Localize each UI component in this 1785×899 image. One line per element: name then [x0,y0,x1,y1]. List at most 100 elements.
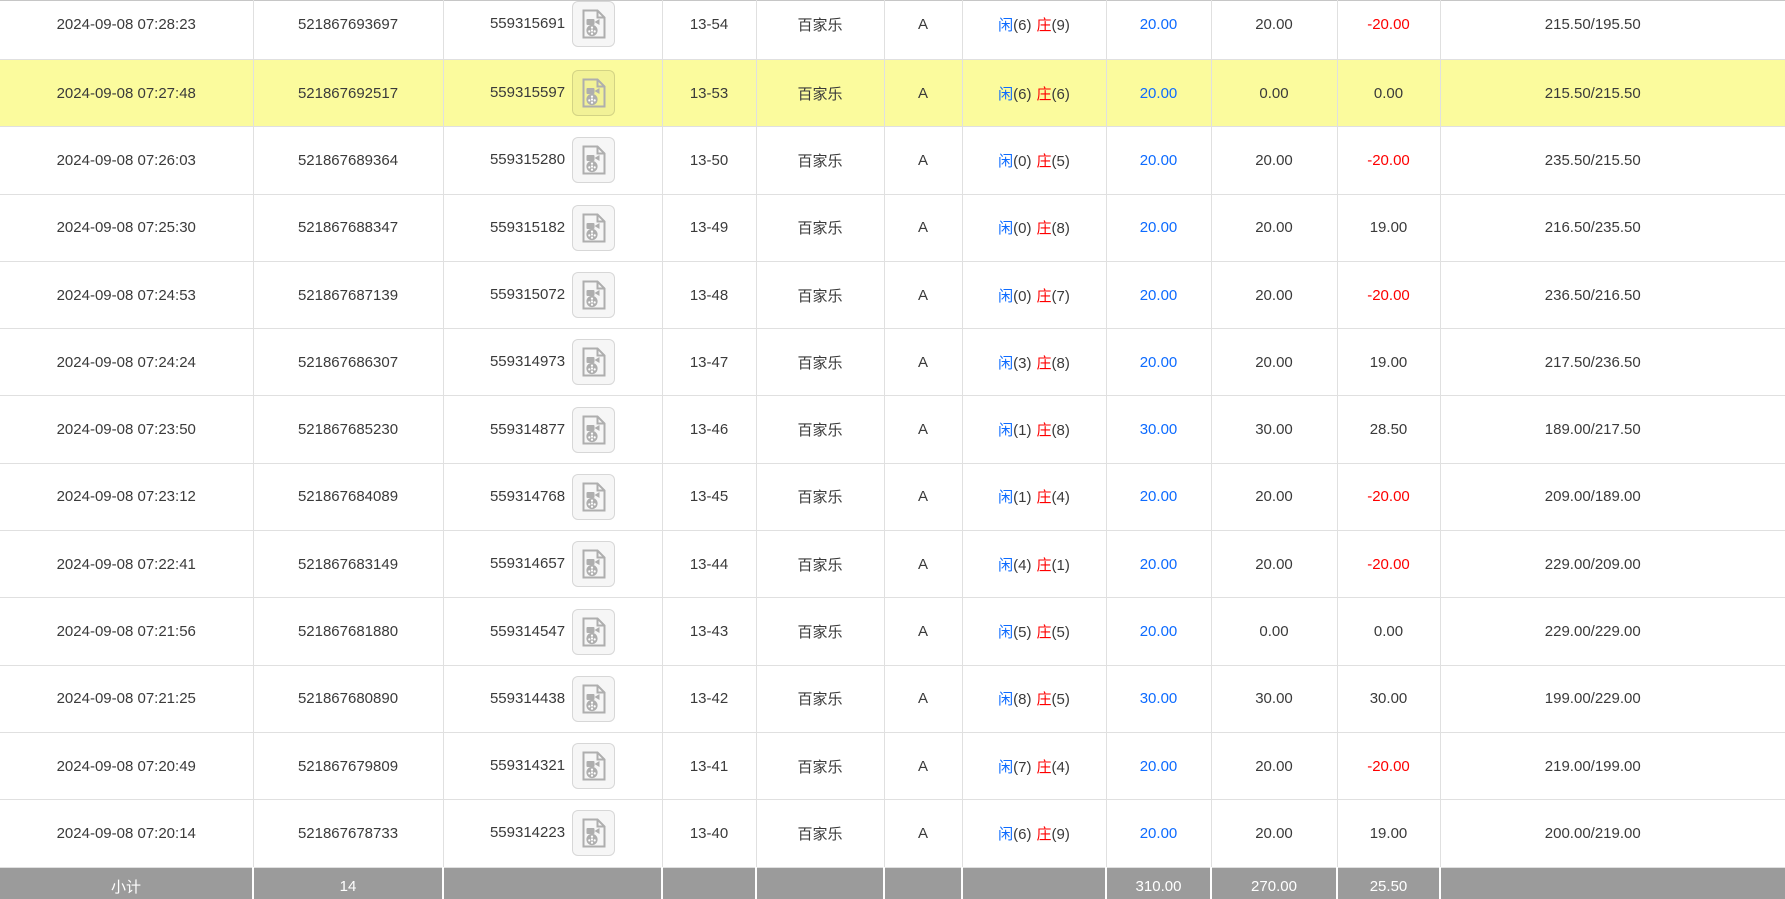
table-row[interactable]: 2024-09-08 07:25:30 521867688347 5593151… [0,194,1785,262]
video-file-icon [581,415,607,445]
cell-game-no: 559315072 [443,261,663,330]
video-replay-button[interactable] [572,1,616,47]
banker-label: 庄 [1036,825,1052,843]
subtotal-count: 14 [252,867,443,899]
valid-bet: 20.00 [1255,555,1293,573]
player-score: (5) [1013,624,1032,642]
cell-balance: 209.00/189.00 [1440,463,1785,532]
player-score: (8) [1013,691,1032,709]
table-row[interactable]: 2024-09-08 07:27:48 521867692517 5593155… [0,59,1785,128]
bet-amount: 20.00 [1139,757,1178,775]
video-replay-button[interactable] [572,406,616,453]
win-loss: 0.00 [1373,623,1404,641]
game-number: 559315597 [489,84,566,102]
cell-table: A [884,799,963,868]
table-row[interactable]: 2024-09-08 07:21:56 521867681880 5593145… [0,597,1785,666]
balance: 229.00/209.00 [1544,555,1641,573]
video-replay-button[interactable] [572,608,616,655]
table-row[interactable]: 2024-09-08 07:24:24 521867686307 5593149… [0,328,1785,397]
game-number: 559315280 [489,151,566,169]
table-label: A [917,623,928,641]
order-number: 521867683149 [297,555,399,573]
round-number: 13-46 [689,421,729,439]
video-replay-button[interactable] [572,339,616,386]
cell-win-loss: -20.00 [1337,463,1441,532]
table-row[interactable]: 2024-09-08 07:20:49 521867679809 5593143… [0,732,1785,801]
bet-amount: 20.00 [1139,555,1178,573]
video-replay-button[interactable] [572,272,616,319]
cell-bet-amount: 20.00 [1106,328,1212,397]
video-replay-button[interactable] [572,204,616,251]
cell-balance: 215.50/215.50 [1440,59,1785,128]
cell-win-loss: -20.00 [1337,0,1441,60]
video-replay-button[interactable] [572,137,616,184]
cell-bet-amount: 20.00 [1106,799,1212,868]
video-replay-button[interactable] [572,541,616,588]
round-number: 13-47 [689,353,729,371]
video-replay-button[interactable] [572,675,616,722]
video-replay-button[interactable] [572,70,616,117]
video-replay-button[interactable] [572,743,616,790]
bet-time: 2024-09-08 07:21:25 [56,690,196,708]
subtotal-winloss-total: 25.50 [1336,867,1440,899]
cell-win-loss: 19.00 [1337,799,1441,868]
table-row[interactable]: 2024-09-08 07:20:14 521867678733 5593142… [0,799,1785,868]
cell-bet-amount: 20.00 [1106,261,1212,330]
cell-valid-bet: 30.00 [1211,665,1338,733]
table-label: A [917,84,928,102]
bet-time: 2024-09-08 07:20:14 [56,824,196,842]
subtotal-label: 小计 [0,867,253,899]
balance: 235.50/215.50 [1544,151,1641,169]
banker-label: 庄 [1036,152,1052,170]
cell-game-type: 百家乐 [756,799,885,868]
cell-valid-bet: 20.00 [1211,126,1338,195]
banker-score: (5) [1051,691,1070,709]
video-replay-button[interactable] [572,810,616,857]
win-loss: 19.00 [1369,353,1408,371]
bet-amount: 20.00 [1139,488,1178,506]
cell-result: 闲(7) 庄(4) [962,732,1107,801]
cell-round: 13-54 [662,0,757,60]
table-row[interactable]: 2024-09-08 07:26:03 521867689364 5593152… [0,126,1785,195]
cell-time: 2024-09-08 07:26:03 [0,126,254,195]
table-row[interactable]: 2024-09-08 07:23:12 521867684089 5593147… [0,463,1785,532]
bet-time: 2024-09-08 07:28:23 [56,15,196,33]
table-row[interactable]: 2024-09-08 07:28:23 521867693697 5593156… [0,0,1785,60]
cell-order-no: 521867687139 [253,261,444,330]
order-number: 521867688347 [297,219,399,237]
bet-time: 2024-09-08 07:22:41 [56,555,196,573]
cell-valid-bet: 0.00 [1211,597,1338,666]
cell-time: 2024-09-08 07:20:14 [0,799,254,868]
subtotal-empty-cell [1439,867,1785,899]
banker-score: (6) [1051,85,1070,103]
table-row[interactable]: 2024-09-08 07:24:53 521867687139 5593150… [0,261,1785,330]
cell-balance: 217.50/236.50 [1440,328,1785,397]
player-score: (0) [1013,152,1032,170]
table-label: A [917,219,928,237]
table-label: A [917,421,928,439]
cell-valid-bet: 20.00 [1211,463,1338,532]
cell-win-loss: 19.00 [1337,328,1441,397]
video-replay-button[interactable] [572,473,616,520]
cell-win-loss: -20.00 [1337,261,1441,330]
balance: 236.50/216.50 [1544,286,1641,304]
cell-time: 2024-09-08 07:21:25 [0,665,254,733]
cell-round: 13-44 [662,530,757,599]
cell-round: 13-45 [662,463,757,532]
cell-bet-amount: 20.00 [1106,59,1212,128]
table-row[interactable]: 2024-09-08 07:21:25 521867680890 5593144… [0,665,1785,733]
cell-time: 2024-09-08 07:24:24 [0,328,254,397]
subtotal-row: 小计 14 310.00 270.00 25.50 [0,867,1785,899]
video-file-icon [581,213,607,243]
cell-order-no: 521867693697 [253,0,444,60]
order-number: 521867680890 [297,690,399,708]
player-score: (0) [1013,287,1032,305]
cell-valid-bet: 20.00 [1211,799,1338,868]
game-type-label: 百家乐 [797,758,843,776]
game-number: 559314877 [489,420,566,438]
player-score: (6) [1013,16,1032,34]
table-row[interactable]: 2024-09-08 07:22:41 521867683149 5593146… [0,530,1785,599]
table-row[interactable]: 2024-09-08 07:23:50 521867685230 5593148… [0,395,1785,464]
cell-valid-bet: 20.00 [1211,0,1338,60]
balance: 200.00/219.00 [1544,824,1641,842]
